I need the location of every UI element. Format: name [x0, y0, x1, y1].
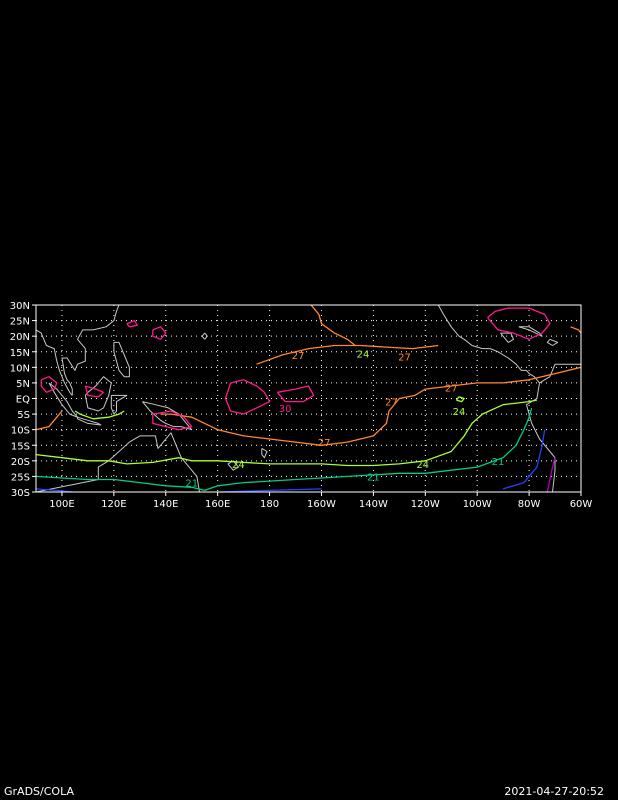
contour-labels: 21 21 21 24 24 24 24 27 27 27 27 27 30: [185, 349, 504, 489]
coastline: [500, 332, 514, 343]
contour-18: [217, 488, 322, 492]
map-plot-area: [36, 293, 581, 492]
contour-18: [502, 429, 546, 490]
y-tick-label: 30N: [10, 301, 30, 312]
contour-label: 21: [492, 457, 505, 468]
contour-label: 27: [292, 351, 305, 362]
contour-27: [570, 326, 581, 334]
x-tick-label: 120W: [411, 499, 440, 510]
y-tick-label: 25N: [10, 317, 30, 328]
y-tick-label: 5S: [17, 410, 30, 421]
contour-label: 24: [453, 407, 466, 418]
y-tick-label: 25S: [11, 472, 30, 483]
contour-24: [455, 396, 465, 403]
contour-label: 21: [185, 479, 198, 490]
coastline: [77, 416, 102, 426]
coastline: [48, 382, 78, 418]
contour-30: [152, 326, 167, 340]
contour-27: [36, 410, 63, 431]
coastline: [518, 326, 543, 337]
coastline: [140, 293, 145, 302]
x-tick-label: 100W: [463, 499, 492, 510]
contour-30: [487, 307, 551, 340]
y-tick-label: 5N: [16, 379, 30, 390]
contour-21: [36, 407, 533, 492]
contour-15: [546, 457, 556, 492]
coastline: [61, 305, 120, 396]
x-tick-label: 160E: [205, 499, 230, 510]
coastline: [539, 363, 581, 384]
coastline: [113, 341, 130, 378]
x-tick-label: 140E: [153, 499, 178, 510]
coastline: [437, 305, 540, 384]
y-tick-label: 15S: [11, 441, 30, 452]
timestamp: 2021-04-27-20:52: [504, 785, 604, 798]
axis-ticks: 100E 120E 140E 160E 180 160W 140W 120W 100W 80W 60…: [10, 301, 593, 510]
software-credit: GrADS/COLA: [4, 785, 74, 798]
contour-27: [256, 344, 439, 365]
contour-label: 24: [416, 460, 429, 471]
contour-label: 30: [279, 404, 292, 415]
contour-label: 27: [318, 438, 331, 449]
sst-contours: [36, 305, 581, 492]
y-tick-label: 15N: [10, 348, 30, 359]
contour-30: [84, 385, 105, 398]
coastline: [227, 460, 239, 471]
contour-30: [276, 385, 315, 403]
coastline: [201, 332, 208, 340]
coastline: [139, 432, 200, 492]
x-tick-label: 160W: [307, 499, 336, 510]
contour-label: 27: [445, 384, 458, 395]
contour-30: [126, 319, 138, 328]
contour-27: [310, 305, 356, 347]
x-tick-label: 140W: [359, 499, 388, 510]
x-tick-label: 80W: [518, 499, 541, 510]
coastline: [261, 447, 268, 459]
contour-18: [36, 488, 73, 492]
coastline: [36, 329, 73, 396]
contour-27: [160, 366, 581, 446]
y-tick-label: EQ: [16, 395, 30, 406]
coastline: [546, 338, 559, 346]
y-tick-label: 10N: [10, 363, 30, 374]
contour-label: 27: [385, 398, 398, 409]
contour-label: 24: [232, 460, 245, 471]
y-tick-label: 20N: [10, 332, 30, 343]
contour-30: [224, 379, 271, 415]
contour-30: [40, 376, 58, 393]
contour-label: 27: [398, 352, 411, 363]
contour-30: [152, 410, 193, 431]
coastline: [110, 394, 128, 415]
contour-24: [74, 410, 125, 420]
coastline: [84, 376, 112, 412]
x-tick-label: 180: [260, 499, 279, 510]
y-tick-label: 30S: [11, 488, 30, 499]
y-tick-label: 20S: [11, 457, 30, 468]
y-tick-label: 10S: [11, 426, 30, 437]
contour-label: 21: [367, 472, 380, 483]
x-tick-label: 60W: [570, 499, 593, 510]
x-tick-label: 100E: [49, 499, 74, 510]
contour-label: 24: [357, 349, 370, 360]
contour-24: [36, 399, 538, 467]
x-tick-label: 120E: [101, 499, 126, 510]
